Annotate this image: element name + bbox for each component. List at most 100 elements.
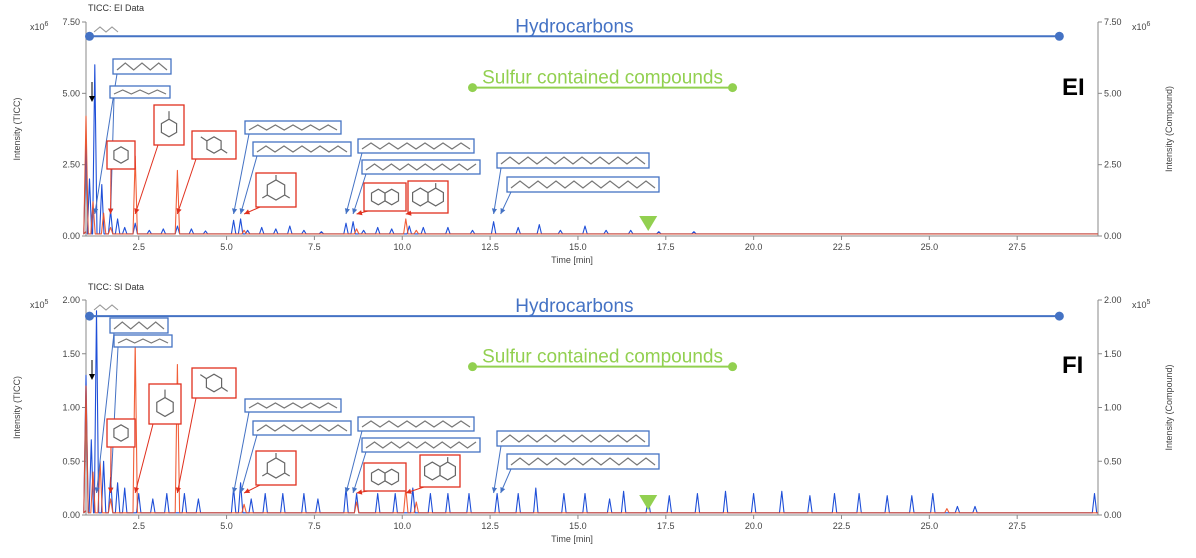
structure-annotation bbox=[94, 317, 169, 494]
band-start-dot bbox=[468, 83, 478, 93]
chart-title: TICC: EI Data bbox=[88, 3, 144, 13]
alkane-chain-icon bbox=[500, 156, 646, 165]
structure-box bbox=[506, 176, 660, 193]
structure-box bbox=[244, 120, 342, 135]
structure-box bbox=[496, 152, 650, 169]
alkane-chain-icon bbox=[510, 180, 656, 189]
structure-annotation bbox=[232, 120, 342, 215]
leader-arrowhead bbox=[134, 487, 140, 493]
structure-box bbox=[244, 398, 342, 413]
leader-arrowhead bbox=[232, 208, 238, 214]
methyl-group-icon bbox=[200, 136, 208, 142]
leader-arrowhead bbox=[356, 489, 363, 495]
leader-arrowhead bbox=[239, 208, 245, 214]
alkane-chain-icon bbox=[248, 402, 338, 409]
x-tick-label: 20.0 bbox=[745, 521, 763, 531]
structure-annotation bbox=[491, 430, 650, 494]
structure-annotation bbox=[405, 454, 461, 494]
ei-chart-panel: TICC: EI Data x106 x106 0.00 0.00 2.50 2.50 5.0… bbox=[12, 3, 1174, 265]
y-tick-label-right: 2.50 bbox=[1104, 160, 1122, 170]
y-tick-label-left: 0.00 bbox=[62, 510, 80, 520]
y-exponent-base: x10 bbox=[1132, 22, 1147, 32]
structure-annotation bbox=[134, 383, 182, 494]
chromatogram-trace bbox=[83, 342, 1098, 514]
structure-annotation bbox=[243, 172, 297, 215]
y-tick-label-right: 7.50 bbox=[1104, 17, 1122, 27]
structure-annotation bbox=[243, 450, 297, 494]
structure-box bbox=[191, 130, 237, 160]
leader-arrowhead bbox=[344, 487, 350, 493]
y-tick-label-left: 2.50 bbox=[62, 160, 80, 170]
structure-box bbox=[106, 418, 136, 448]
structure-annotation bbox=[106, 418, 136, 494]
leader-arrowhead bbox=[176, 208, 182, 214]
alkane-chain-icon bbox=[117, 338, 169, 344]
structure-annotation bbox=[500, 453, 660, 494]
structure-box bbox=[153, 104, 185, 146]
y-tick-label-left: 2.00 bbox=[62, 295, 80, 305]
structure-annotation bbox=[352, 437, 481, 494]
x-tick-label: 7.5 bbox=[308, 521, 321, 531]
x-tick-label: 5.0 bbox=[220, 242, 233, 252]
leader-line bbox=[345, 430, 363, 494]
methyl-group-icon bbox=[220, 148, 228, 154]
leader-arrowhead bbox=[108, 487, 114, 493]
leader-arrowhead bbox=[175, 487, 181, 493]
y-tick-label-right: 2.00 bbox=[1104, 295, 1122, 305]
y-tick-label-right: 0.00 bbox=[1104, 231, 1122, 241]
leader-line bbox=[176, 397, 197, 494]
structure-annotation bbox=[239, 420, 352, 494]
leader-arrowhead bbox=[244, 488, 251, 493]
naphthalene-ring-icon bbox=[384, 468, 400, 486]
sulfur-compounds-label: Sulfur contained compounds bbox=[482, 347, 723, 368]
leader-arrowhead bbox=[405, 488, 412, 494]
leader-arrowhead bbox=[134, 208, 140, 214]
structure-box bbox=[252, 141, 352, 157]
leader-arrowhead bbox=[239, 487, 245, 493]
x-tick-label: 10.0 bbox=[393, 521, 411, 531]
leader-line bbox=[176, 158, 197, 215]
band-end-dot bbox=[728, 83, 738, 93]
leader-arrowhead bbox=[500, 487, 506, 493]
y-exponent-power: 6 bbox=[45, 21, 49, 28]
alkane-chain-icon bbox=[510, 457, 656, 466]
alkane-chain-icon bbox=[256, 424, 348, 432]
structure-box bbox=[357, 416, 475, 432]
y-exponent-base: x10 bbox=[30, 22, 45, 32]
structure-box bbox=[252, 420, 352, 436]
benzene-ring-icon bbox=[113, 146, 129, 164]
x-tick-label: 2.5 bbox=[132, 242, 145, 252]
chart-title: TICC: SI Data bbox=[88, 282, 144, 292]
y-tick-label-left: 0.00 bbox=[62, 231, 80, 241]
leader-arrowhead bbox=[93, 208, 99, 214]
methyl-group-icon bbox=[199, 374, 207, 380]
y-exponent-power: 5 bbox=[45, 299, 49, 306]
structure-annotation bbox=[176, 130, 237, 215]
structure-annotation bbox=[344, 138, 475, 215]
structure-annotation bbox=[405, 180, 449, 216]
x-tick-label: 10.0 bbox=[393, 242, 411, 252]
x-tick-label: 15.0 bbox=[569, 521, 587, 531]
y-exponent-power: 5 bbox=[1147, 299, 1151, 306]
x-tick-label: 22.5 bbox=[833, 242, 851, 252]
benzene-ring-icon bbox=[205, 373, 223, 393]
x-axis-title: Time [min] bbox=[551, 255, 593, 265]
structure-annotation bbox=[134, 104, 185, 215]
y-exponent-base: x10 bbox=[30, 300, 45, 310]
fi-chart-panel: TICC: SI Data x105 x105 0.00 0.00 0.50 0.50 1.0… bbox=[0, 279, 1196, 558]
x-tick-label: 12.5 bbox=[481, 521, 499, 531]
x-tick-label: 25.0 bbox=[921, 242, 939, 252]
leader-line bbox=[233, 411, 250, 494]
y-tick-label-right: 1.00 bbox=[1104, 403, 1122, 413]
sulfur-end-marker bbox=[639, 495, 658, 510]
alkane-chain-icon bbox=[113, 321, 165, 330]
structure-box bbox=[109, 317, 169, 334]
y-axis-title-left: Intensity (TICC) bbox=[12, 376, 22, 439]
y-exponent-right: x106 bbox=[1132, 21, 1151, 32]
alkane-chain-icon bbox=[361, 420, 471, 428]
leader-arrowhead bbox=[491, 208, 497, 214]
y-exponent-right: x105 bbox=[1132, 299, 1151, 310]
peak-arrow-head bbox=[89, 96, 95, 102]
